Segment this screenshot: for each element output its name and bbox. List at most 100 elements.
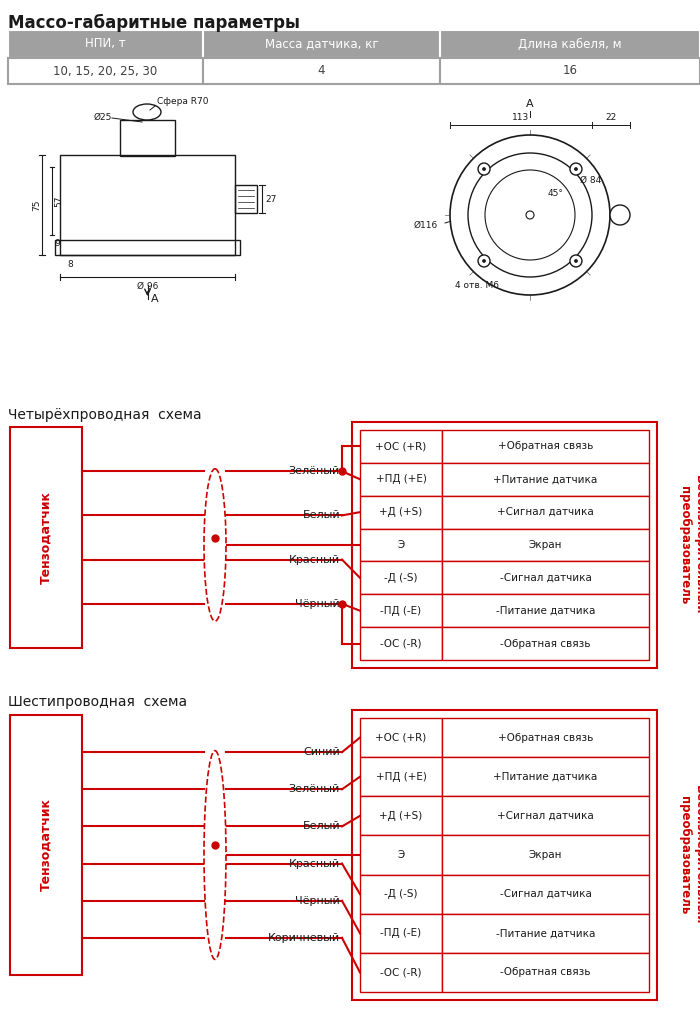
Bar	[10, 427, 82, 648]
Bar	[442, 758, 649, 796]
Text: Чёрный: Чёрный	[295, 598, 340, 609]
Bar	[352, 422, 657, 668]
Text: Красный: Красный	[289, 859, 340, 869]
Text: +Сигнал датчика: +Сигнал датчика	[497, 811, 594, 821]
Text: -Питание датчика: -Питание датчика	[496, 605, 595, 616]
Text: +Д (+S): +Д (+S)	[379, 811, 423, 821]
Bar	[120, 120, 175, 156]
Text: 4: 4	[318, 64, 326, 78]
Ellipse shape	[204, 469, 226, 621]
Text: НПИ, т: НПИ, т	[85, 38, 126, 50]
Text: Экран: Экран	[528, 850, 562, 860]
Text: Чёрный: Чёрный	[295, 895, 340, 906]
Bar	[440, 30, 700, 58]
Text: Сфера R70: Сфера R70	[157, 97, 209, 106]
Text: -Обратная связь: -Обратная связь	[500, 968, 591, 977]
Text: 45°: 45°	[548, 189, 564, 197]
Bar	[360, 562, 442, 594]
Text: +Питание датчика: +Питание датчика	[494, 772, 598, 782]
Circle shape	[610, 205, 630, 225]
Circle shape	[478, 163, 490, 175]
Text: Четырёхпроводная  схема: Четырёхпроводная схема	[8, 408, 202, 422]
Text: 8: 8	[67, 260, 73, 269]
Circle shape	[570, 163, 582, 175]
Circle shape	[482, 167, 486, 171]
Text: Весоизмерительный
преобразователь: Весоизмерительный преобразователь	[678, 475, 700, 615]
Bar	[360, 463, 442, 496]
Bar	[360, 718, 442, 758]
Bar	[442, 796, 649, 835]
Text: Красный: Красный	[289, 554, 340, 565]
Circle shape	[575, 167, 577, 171]
Bar	[55, 240, 240, 255]
Text: Коричневый: Коричневый	[268, 933, 340, 942]
Bar	[352, 710, 657, 1000]
Bar	[203, 30, 440, 58]
Text: Ø 96: Ø 96	[136, 282, 158, 291]
Text: 22: 22	[606, 113, 617, 121]
Text: -Сигнал датчика: -Сигнал датчика	[500, 573, 592, 583]
Bar	[442, 529, 649, 562]
Text: +ОС (+R): +ОС (+R)	[375, 733, 426, 742]
Bar	[360, 529, 442, 562]
Circle shape	[450, 135, 610, 295]
Bar	[360, 953, 442, 992]
Text: A: A	[526, 99, 534, 109]
Bar	[360, 835, 442, 875]
Bar	[360, 796, 442, 835]
Bar	[360, 496, 442, 529]
Bar	[360, 758, 442, 796]
Bar	[360, 594, 442, 627]
Text: Тензодатчик: Тензодатчик	[39, 798, 52, 891]
Bar	[442, 496, 649, 529]
Text: Экран: Экран	[528, 540, 562, 550]
Bar	[442, 430, 649, 463]
Text: Тензодатчик: Тензодатчик	[39, 491, 52, 584]
Bar	[60, 155, 235, 255]
Text: Длина кабеля, м: Длина кабеля, м	[518, 38, 622, 50]
Text: Масса датчика, кг: Масса датчика, кг	[265, 38, 378, 50]
Bar	[442, 835, 649, 875]
Bar	[360, 627, 442, 660]
Circle shape	[468, 153, 592, 277]
Text: 75: 75	[32, 199, 41, 210]
Text: -Д (-S): -Д (-S)	[384, 889, 418, 900]
Bar	[442, 463, 649, 496]
Text: 57: 57	[54, 195, 63, 206]
Bar	[442, 953, 649, 992]
Text: A: A	[150, 294, 158, 304]
Text: +ПД (+Е): +ПД (+Е)	[376, 475, 426, 484]
Bar	[360, 430, 442, 463]
Text: Зелёный: Зелёный	[288, 784, 340, 794]
Text: +Сигнал датчика: +Сигнал датчика	[497, 507, 594, 518]
Text: -ПД (-Е): -ПД (-Е)	[380, 605, 421, 616]
Text: Белый: Белый	[302, 822, 340, 831]
Text: Шестипроводная  схема: Шестипроводная схема	[8, 695, 187, 709]
Text: 10, 15, 20, 25, 30: 10, 15, 20, 25, 30	[53, 64, 158, 78]
Bar	[203, 58, 440, 84]
Text: -Сигнал датчика: -Сигнал датчика	[500, 889, 592, 900]
Text: Весоизмерительный
преобразователь: Весоизмерительный преобразователь	[678, 785, 700, 925]
Circle shape	[570, 255, 582, 266]
Circle shape	[526, 211, 534, 218]
Bar	[8, 58, 203, 84]
Text: Белый: Белый	[302, 510, 340, 521]
Circle shape	[485, 171, 575, 260]
Bar	[442, 914, 649, 953]
Bar	[360, 875, 442, 914]
Bar	[10, 715, 82, 975]
Text: -Обратная связь: -Обратная связь	[500, 638, 591, 648]
Text: Ø 84: Ø 84	[580, 176, 601, 185]
Bar	[442, 562, 649, 594]
Bar	[442, 718, 649, 758]
Text: Синий: Синий	[303, 747, 340, 758]
Ellipse shape	[204, 750, 226, 960]
Text: +ПД (+Е): +ПД (+Е)	[376, 772, 426, 782]
Text: +Обратная связь: +Обратная связь	[498, 441, 593, 451]
Circle shape	[482, 259, 486, 262]
Text: 16: 16	[563, 64, 578, 78]
Bar	[442, 627, 649, 660]
Text: Э: Э	[398, 850, 405, 860]
Text: -ОС (-R): -ОС (-R)	[380, 638, 421, 648]
Ellipse shape	[133, 104, 161, 120]
